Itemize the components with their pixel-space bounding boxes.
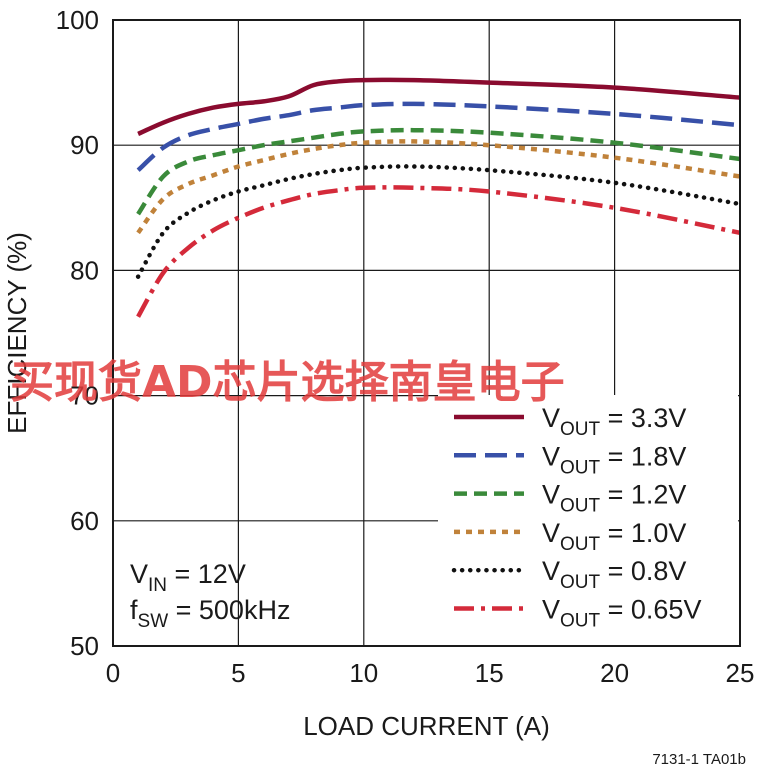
y-tick-label: 70 — [70, 381, 99, 411]
y-tick-label: 80 — [70, 255, 99, 285]
series-line-6 — [136, 185, 741, 318]
y-tick-label: 60 — [70, 506, 99, 536]
plot-frame — [112, 19, 741, 647]
y-tick-label: 50 — [70, 631, 99, 661]
legend-label-1: VOUT = 3.3V — [542, 403, 686, 440]
y-tick-labels: 50 60 70 80 90 100 — [56, 5, 99, 661]
condition-label-1: VIN = 12V — [130, 559, 246, 596]
y-tick-label: 100 — [56, 5, 99, 35]
figure-code: 7131-1 TA01b — [652, 751, 746, 768]
grid — [113, 20, 740, 646]
x-tick-labels: 0 5 10 15 20 25 — [106, 658, 755, 688]
legend-label-5: VOUT = 0.8V — [542, 556, 686, 593]
legend-background — [438, 395, 738, 645]
series-line-3 — [136, 127, 741, 216]
y-tick-label: 90 — [70, 130, 99, 160]
series-group — [135, 77, 743, 318]
series-line-2 — [136, 101, 741, 172]
x-tick-label: 5 — [231, 658, 245, 688]
x-tick-label: 25 — [726, 658, 755, 688]
watermark-text: 买现货AD芯片选择南皇电子 — [10, 357, 565, 408]
x-tick-label: 15 — [475, 658, 504, 688]
condition-label-2: fSW = 500kHz — [130, 595, 290, 632]
series-line-1 — [137, 77, 741, 136]
y-axis-label: EFFICIENCY (%) — [2, 232, 32, 434]
series-line-5 — [135, 164, 743, 279]
x-tick-label: 20 — [600, 658, 629, 688]
x-tick-label: 10 — [349, 658, 378, 688]
legend-label-2: VOUT = 1.8V — [542, 441, 686, 478]
x-tick-label: 0 — [106, 658, 120, 688]
legend-label-3: VOUT = 1.2V — [542, 480, 686, 517]
legend-label-6: VOUT = 0.65V — [542, 595, 701, 632]
x-axis-label: LOAD CURRENT (A) — [303, 711, 550, 741]
legend-label-4: VOUT = 1.0V — [542, 518, 686, 555]
